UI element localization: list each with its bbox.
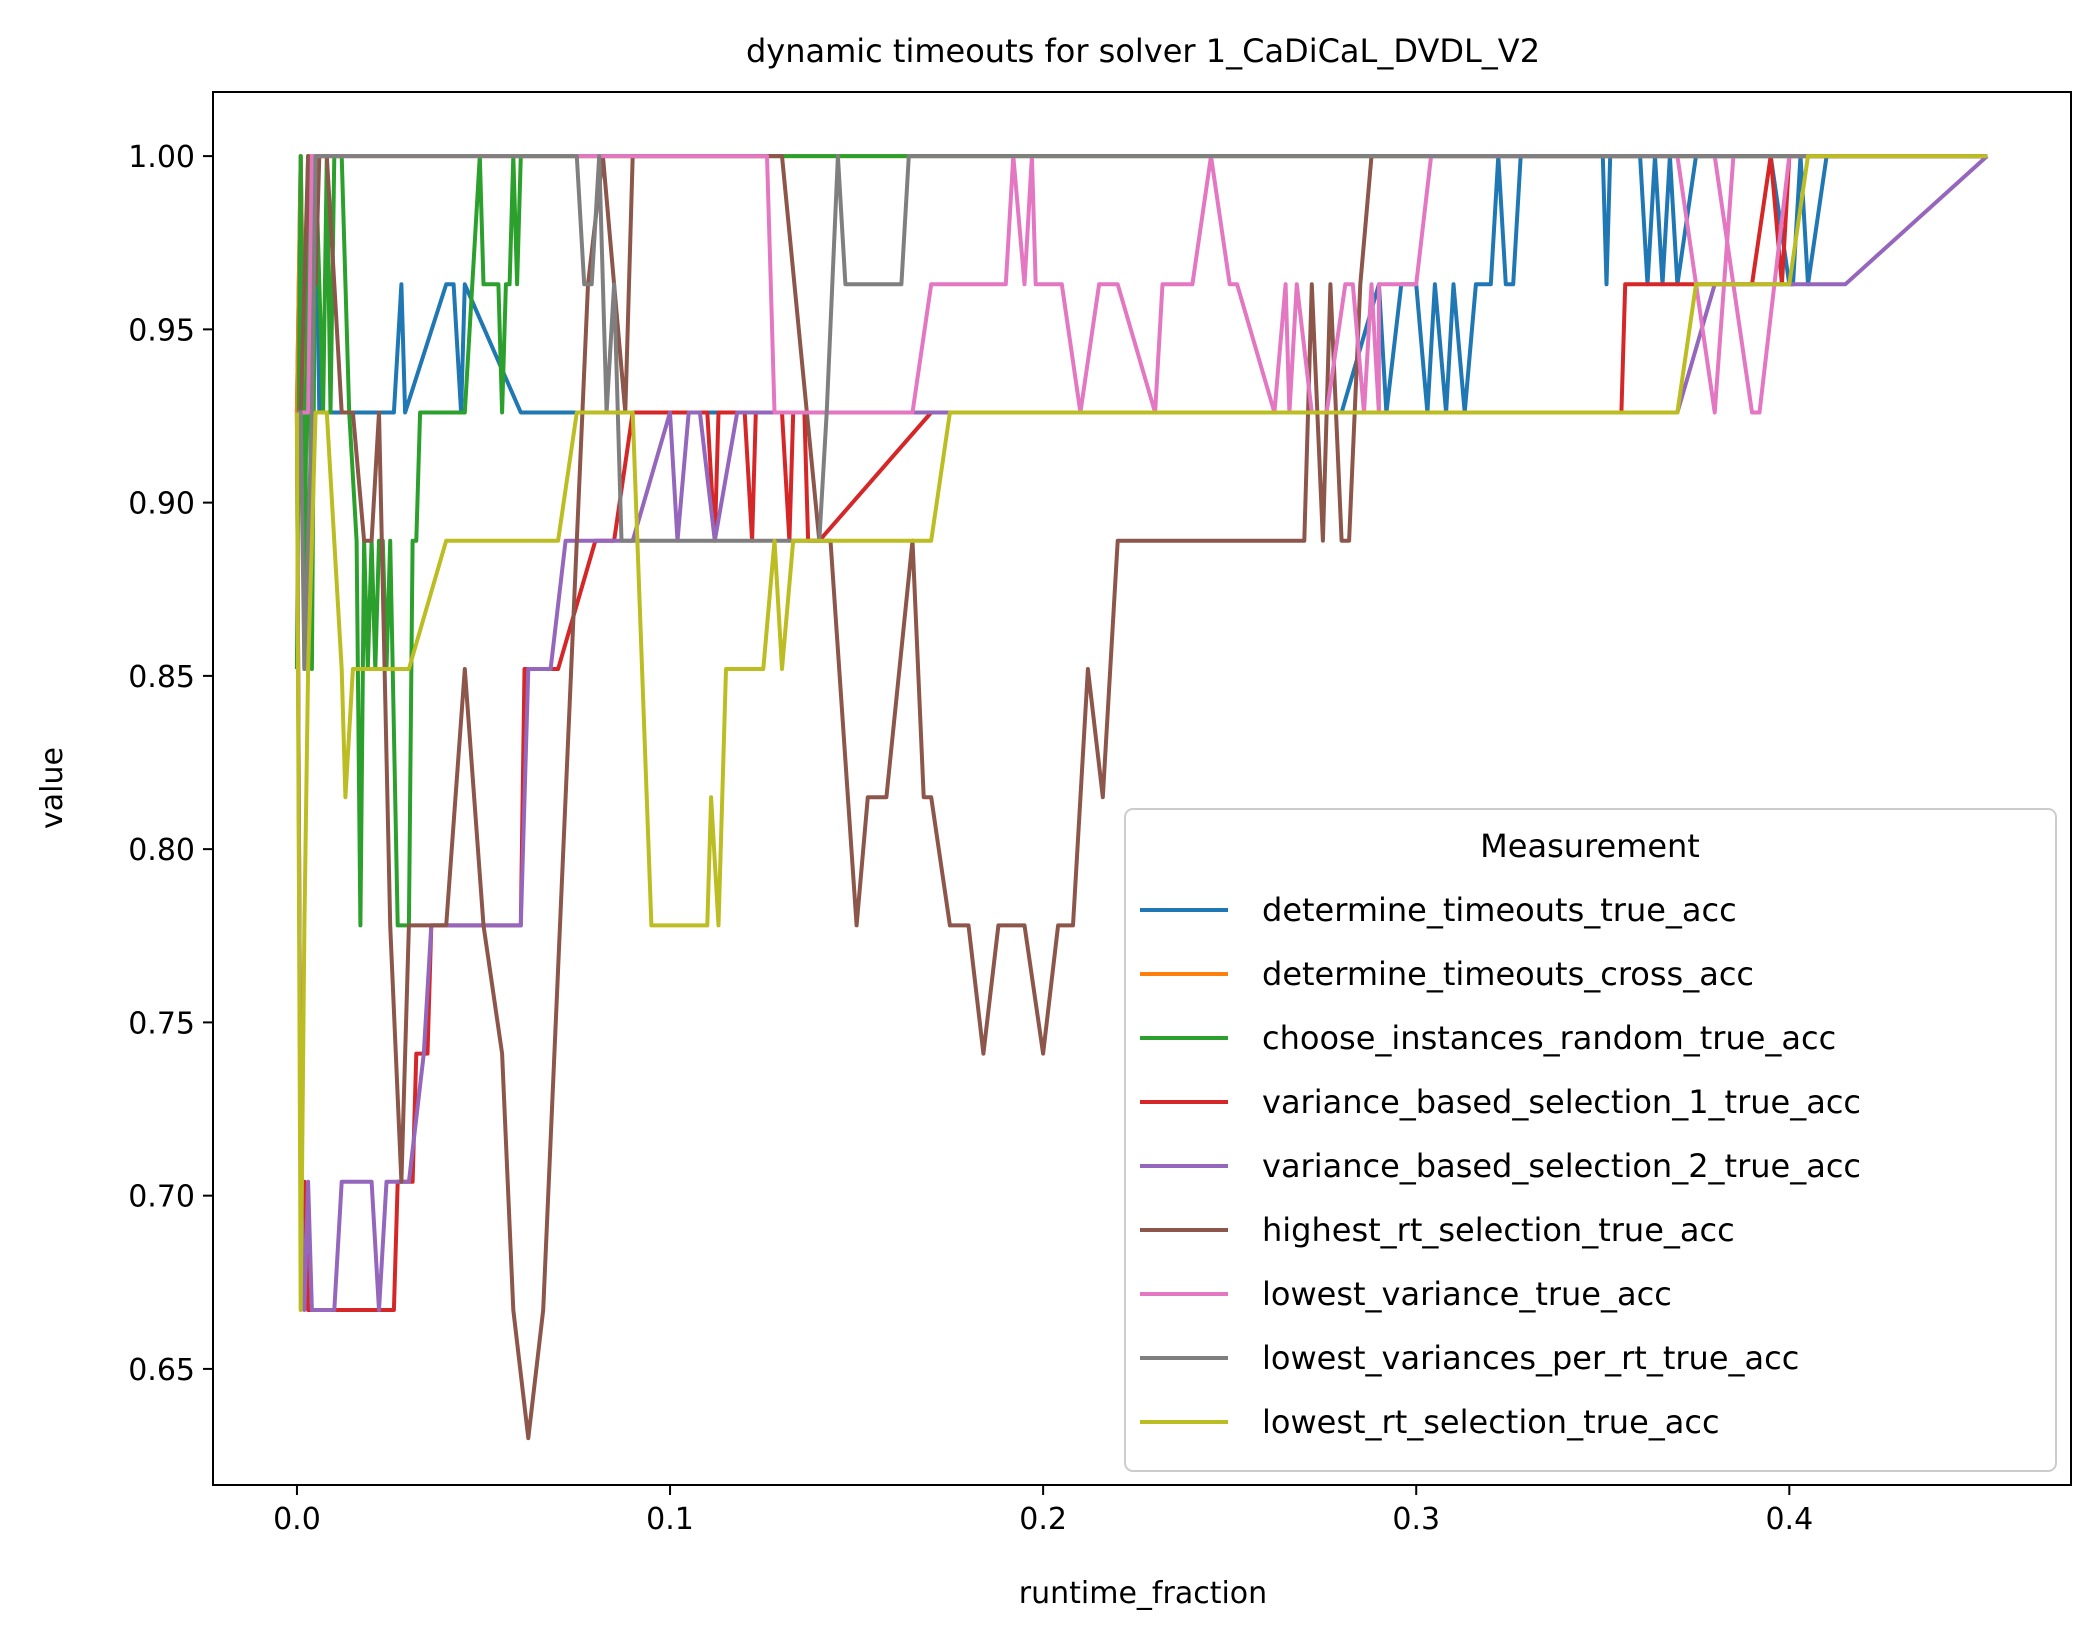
x-tick-label: 0.3 (1392, 1502, 1440, 1537)
y-tick-label: 0.75 (128, 1006, 195, 1041)
x-axis-ticks: 0.0 0.1 0.2 0.3 0.4 (273, 1485, 1813, 1537)
legend: Measurement determine_timeouts_true_accd… (1124, 808, 2057, 1472)
x-tick-label: 0.0 (273, 1502, 321, 1537)
plot-area-frame (212, 91, 2072, 1486)
legend-frame (1124, 808, 2057, 1472)
y-tick-label: 0.70 (128, 1180, 195, 1215)
y-axis-label: value (35, 747, 70, 829)
legend-entry-label: lowest_variance_true_acc (1262, 1275, 1672, 1313)
legend-entry-label: variance_based_selection_1_true_acc (1262, 1083, 1861, 1121)
y-tick-label: 0.95 (128, 313, 195, 348)
y-tick-label: 0.65 (128, 1353, 195, 1388)
legend-entry-label: variance_based_selection_2_true_acc (1262, 1147, 1861, 1185)
series-line-lowest-rt-selection-true-acc (294, 154, 1988, 1312)
x-tick-label: 0.1 (646, 1502, 694, 1537)
series-layer (294, 154, 1989, 1441)
y-tick-label: 0.80 (128, 833, 195, 868)
x-tick-label: 0.4 (1765, 1502, 1813, 1537)
x-axis-label: runtime_fraction (1019, 1576, 1267, 1611)
legend-entry-label: determine_timeouts_true_acc (1262, 891, 1737, 929)
legend-title: Measurement (1480, 827, 1700, 865)
legend-entries: determine_timeouts_true_acc determine_tim… (1140, 891, 1861, 1441)
y-tick-label: 0.85 (128, 660, 195, 695)
legend-entry-label: choose_instances_random_true_acc (1262, 1019, 1836, 1057)
chart-title: dynamic timeouts for solver 1_CaDiCaL_DV… (746, 32, 1540, 70)
y-tick-label: 0.90 (128, 487, 195, 522)
legend-entry-label: determine_timeouts_cross_acc (1262, 955, 1754, 993)
legend-entry-label: lowest_rt_selection_true_acc (1262, 1403, 1720, 1441)
legend-entry-label: highest_rt_selection_true_acc (1262, 1211, 1735, 1249)
legend-entry-label: lowest_variances_per_rt_true_acc (1262, 1339, 1799, 1377)
x-tick-label: 0.2 (1019, 1502, 1067, 1537)
y-axis-ticks: 0.65 0.70 0.75 0.80 0.85 0.90 0.95 1.00 (128, 140, 213, 1388)
y-tick-label: 1.00 (128, 140, 195, 175)
